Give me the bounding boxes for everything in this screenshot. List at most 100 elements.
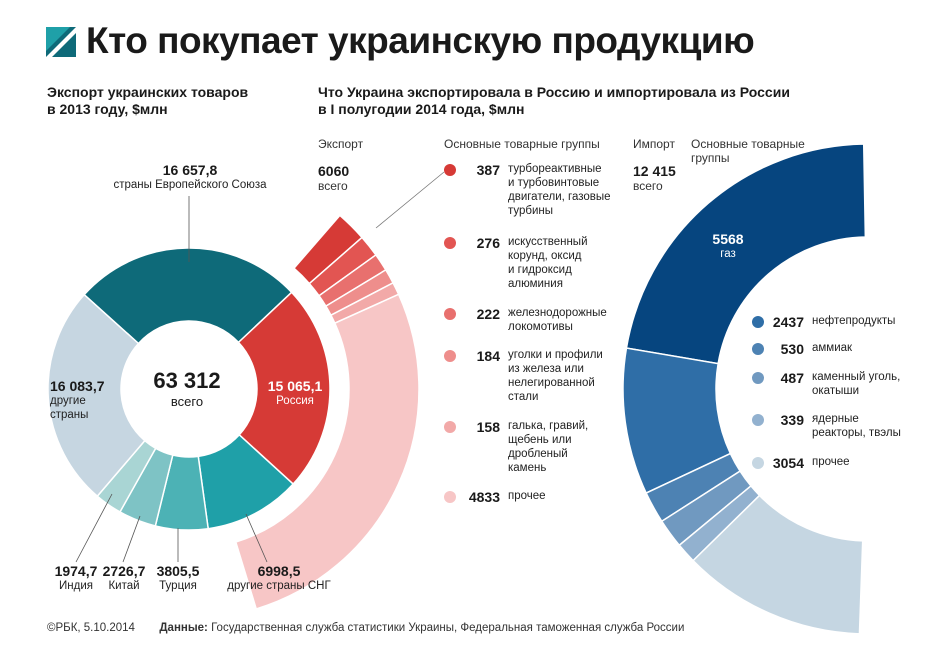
export-item-value: 4833 — [468, 489, 500, 505]
export-groups-header: Основные товарные группы — [444, 137, 600, 151]
label-china-value: 2726,7 — [102, 563, 146, 579]
label-gas-name: газ — [720, 248, 736, 260]
import-groups-header-line1: Основные товарные — [691, 137, 805, 151]
export-item-label: галька, гравий, щебень или дробленый камень — [508, 419, 588, 475]
export-header: Экспорт — [318, 137, 364, 151]
export-item-label: уголки и профили из железа или нелегирован… — [508, 348, 603, 404]
import-item-label: аммиак — [812, 341, 852, 355]
label-turkey-name: Турция — [159, 580, 197, 592]
export-item-label-line: и турбовинтовые — [508, 177, 600, 189]
export-legend-item: 184 уголки и профили из железа или нелегиро… — [444, 348, 603, 404]
legend-dot-icon — [444, 350, 456, 362]
import-legend-item: 339 ядерные реакторы, твэлы — [752, 412, 901, 440]
import-item-label-line: реакторы, твэлы — [812, 427, 901, 439]
export-item-label-line: алюминия — [508, 278, 563, 290]
label-russia-value: 15 065,1 — [267, 378, 323, 394]
legend-dot-icon — [752, 457, 764, 469]
export-total-value: 6060 — [318, 163, 350, 179]
russia-slice — [237, 291, 331, 486]
label-cis: 6998,5 другие страны СНГ — [222, 563, 336, 593]
import-legend-item: 487 каменный уголь, окатыши — [752, 370, 900, 398]
import-item-label-line: ядерные — [812, 413, 859, 425]
import-header: Импорт — [633, 137, 675, 151]
export-item-label: турбореактивные и турбовинтовые двигатели,… — [508, 162, 611, 218]
label-turkey-value: 3805,5 — [156, 563, 200, 579]
eu-slice — [83, 247, 293, 345]
import-total-label: всего — [633, 179, 663, 193]
rbc-logo-icon — [46, 27, 76, 57]
export-item-value: 158 — [476, 419, 500, 435]
export-item-label-line: двигатели, газовые — [508, 191, 611, 203]
export-item-label: прочее — [508, 489, 546, 503]
legend-dot-icon — [752, 372, 764, 384]
export-item-value: 276 — [476, 235, 500, 251]
import-item-arc — [678, 484, 761, 562]
export-item-label-line: уголки и профили — [508, 349, 603, 361]
label-eu-name: страны Европейского Союза — [113, 179, 267, 191]
footer-source-text: Государственная служба статистики Украин… — [211, 622, 685, 634]
import-total: 12 415 всего — [633, 163, 676, 193]
export-item-value: 184 — [476, 348, 500, 364]
import-item-value: 339 — [780, 412, 804, 428]
export-item-label: железнодорожные локомотивы — [508, 306, 607, 334]
label-others-name2: страны — [50, 409, 89, 421]
export-item-label-line: искусственный — [508, 236, 588, 248]
label-india: 1974,7 Индия — [44, 563, 108, 593]
export-total-label: всего — [318, 179, 348, 193]
import-item-arc — [692, 494, 864, 635]
import-item-label: каменный уголь, окатыши — [812, 370, 900, 398]
import-item-value: 487 — [780, 370, 804, 386]
import-item-label: ядерные реакторы, твэлы — [812, 412, 901, 440]
import-item-label-line: аммиак — [812, 342, 853, 354]
export-item-label-line: камень — [508, 462, 547, 474]
import-item-arc — [660, 470, 752, 547]
legend-dot-icon — [752, 316, 764, 328]
label-others-name1: другие — [50, 395, 86, 407]
label-russia: 15 065,1 Россия — [262, 378, 328, 408]
export-legend-item: 276 искусственный корунд, оксид и гидроксид… — [444, 235, 588, 291]
export-item-value: 387 — [476, 162, 500, 178]
label-russia-name: Россия — [276, 395, 314, 407]
legend-dot-icon — [752, 414, 764, 426]
left-subtitle-line1: Экспорт украинских товаров — [47, 84, 249, 100]
label-china-name: Китай — [108, 580, 140, 592]
left-total-label: всего — [170, 394, 204, 409]
export-item-label-line: нелегированной — [508, 377, 595, 389]
russia-export-arc — [234, 214, 420, 610]
import-item-label: прочее — [812, 455, 850, 469]
export-legend-item: 4833 прочее — [444, 489, 546, 505]
export-item-label-line: из железа или — [508, 363, 584, 375]
export-item-label-line: турбореактивные — [508, 163, 602, 175]
export-legend-item: 222 железнодорожные локомотивы — [444, 306, 607, 334]
legend-dot-icon — [444, 421, 456, 433]
import-item-label-line: прочее — [812, 456, 850, 468]
export-item-label-line: и гидроксид — [508, 264, 572, 276]
left-subtitle: Экспорт украинских товаров в 2013 году, … — [47, 84, 248, 118]
import-item-label-line: нефтепродукты — [812, 315, 896, 327]
import-groups-header-line2: группы — [691, 151, 730, 165]
export-item-label-line: стали — [508, 391, 539, 403]
import-item-arc — [625, 143, 867, 365]
footer-source-label: Данные: — [159, 622, 208, 634]
label-china: 2726,7 Китай — [96, 563, 152, 593]
label-others: 16 083,7 другие страны — [50, 378, 105, 422]
export-2013-donut — [47, 247, 331, 531]
import-item-arc — [645, 452, 742, 523]
export-item-value: 222 — [476, 306, 500, 322]
label-others-value: 16 083,7 — [50, 378, 105, 394]
export-total: 6060 всего — [318, 163, 349, 193]
export-item-label-line: галька, гравий, — [508, 420, 589, 432]
export-item-label-line: локомотивы — [508, 321, 573, 333]
russia-import-arc — [622, 143, 867, 635]
export-item-label-line: железнодорожные — [508, 307, 607, 319]
import-legend-item: 3054 прочее — [752, 455, 850, 471]
export-item-label-line: турбины — [508, 205, 554, 217]
middle-subtitle-line2: в I полугодии 2014 года, $млн — [318, 101, 525, 117]
export-item-label: искусственный корунд, оксид и гидроксид алю… — [508, 235, 588, 291]
import-item-value: 530 — [780, 341, 804, 357]
middle-subtitle: Что Украина экспортировала в Россию и им… — [318, 84, 790, 118]
left-subtitle-line2: в 2013 году, $млн — [47, 101, 168, 117]
export-item-arc — [234, 293, 420, 610]
import-item-label-line: каменный уголь, — [812, 371, 901, 383]
